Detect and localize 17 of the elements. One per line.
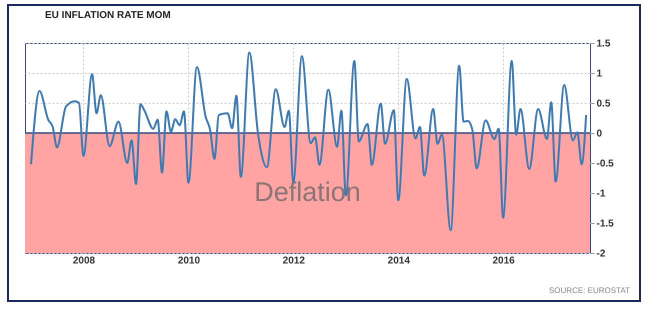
x-tick-label: 2016 — [492, 256, 516, 266]
x-tick-label: 2014 — [388, 256, 410, 266]
y-tick-label: -1.5 — [596, 218, 614, 230]
band-label: Deflation — [254, 177, 361, 207]
y-tick-label: -2 — [596, 248, 606, 260]
y-tick-label: 1 — [596, 68, 602, 80]
source-note: SOURCE: EUROSTAT — [548, 286, 630, 295]
y-tick-label: 0 — [596, 128, 602, 140]
chart-title: EU INFLATION RATE MOM — [45, 10, 171, 21]
y-tick-label: -1 — [596, 188, 606, 200]
y-tick-label: 0.5 — [596, 98, 611, 110]
x-tick-label: 2010 — [178, 256, 200, 266]
x-tick-label: 2012 — [282, 256, 306, 266]
y-tick-label: -0.5 — [596, 158, 614, 170]
line-series — [30, 52, 588, 232]
x-tick-label: 2008 — [72, 256, 96, 266]
y-tick-label: 1.5 — [596, 38, 611, 50]
